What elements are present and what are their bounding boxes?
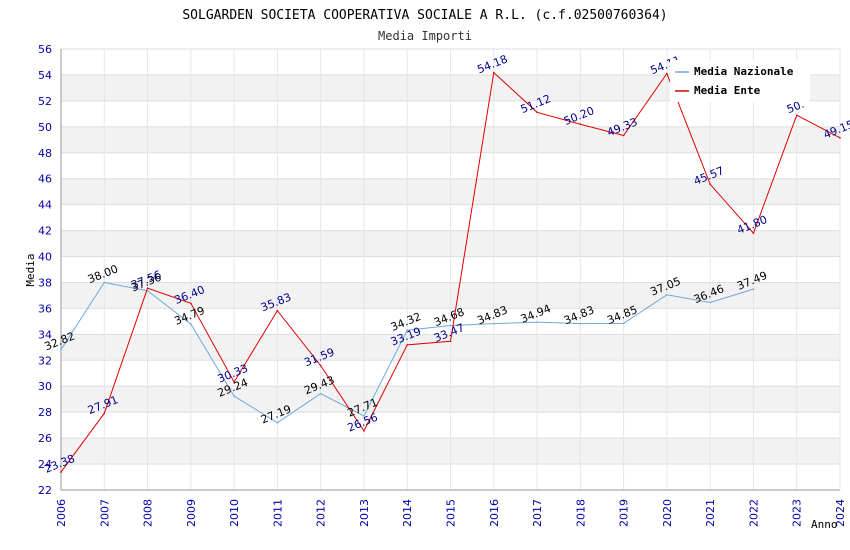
data-point-media-ente — [319, 364, 322, 367]
y-tick-label: 32 — [38, 354, 52, 367]
data-point-media-ente — [103, 412, 106, 415]
y-tick-label: 38 — [38, 276, 52, 289]
data-point-media-ente — [233, 381, 235, 383]
y-tick-label: 28 — [38, 406, 52, 419]
legend-box — [670, 60, 810, 102]
data-point-media-nazionale — [406, 329, 409, 332]
x-tick-label: 2013 — [358, 499, 371, 527]
x-tick-label: 2007 — [98, 499, 111, 527]
y-tick-label: 48 — [38, 147, 52, 160]
x-tick-label: 2022 — [747, 499, 760, 527]
data-point-media-nazionale — [319, 392, 322, 395]
x-tick-label: 2006 — [55, 499, 68, 527]
x-tick-label: 2014 — [401, 499, 414, 527]
data-point-media-ente — [190, 302, 192, 305]
x-tick-label: 2016 — [488, 499, 501, 527]
data-point-media-ente — [839, 137, 841, 139]
data-point-media-nazionale — [103, 281, 106, 284]
x-tick-label: 2020 — [661, 499, 674, 527]
data-point-media-ente — [363, 430, 365, 432]
data-point-media-nazionale — [492, 322, 495, 325]
x-tick-label: 2012 — [315, 499, 328, 527]
data-point-media-ente — [492, 71, 495, 74]
y-tick-label: 52 — [38, 95, 52, 108]
x-tick-label: 2015 — [445, 499, 458, 527]
y-tick-label: 44 — [38, 199, 52, 212]
data-point-media-ente — [752, 232, 755, 234]
x-tick-label: 2009 — [185, 499, 198, 527]
y-tick-label: 42 — [38, 225, 52, 238]
series-lines — [60, 71, 841, 473]
data-label-media-ente: 50. — [785, 98, 806, 117]
y-tick-label: 46 — [38, 173, 52, 186]
data-point-media-ente — [449, 340, 452, 343]
data-point-media-nazionale — [752, 288, 755, 290]
data-point-media-nazionale — [60, 348, 62, 351]
x-tick-label: 2024 — [834, 499, 847, 527]
y-tick-label: 56 — [38, 43, 52, 56]
legend-label-media-ente: Media Ente — [694, 84, 761, 97]
x-tick-label: 2010 — [228, 499, 241, 527]
data-point-media-ente — [709, 183, 711, 186]
x-tick-label: 2018 — [574, 499, 587, 527]
chart-subtitle: Media Importi — [378, 29, 472, 43]
data-point-media-nazionale — [622, 322, 625, 325]
y-tick-label: 34 — [38, 328, 52, 341]
legend: Media Nazionale Media Ente — [670, 60, 810, 102]
data-point-media-nazionale — [579, 322, 582, 325]
y-tick-label: 24 — [38, 458, 52, 471]
x-tick-label: 2011 — [271, 499, 284, 527]
x-tick-label: 2021 — [704, 499, 717, 527]
y-tick-label: 26 — [38, 432, 52, 445]
data-point-media-ente — [666, 72, 668, 75]
chart-title: SOLGARDEN SOCIETA COOPERATIVA SOCIALE A … — [182, 8, 667, 23]
data-point-media-nazionale — [233, 395, 235, 397]
data-point-media-nazionale — [709, 301, 711, 304]
y-tick-label: 30 — [38, 380, 52, 393]
data-point-media-nazionale — [666, 293, 668, 296]
data-point-media-nazionale — [190, 323, 192, 325]
data-point-media-ente — [795, 114, 798, 116]
data-point-media-nazionale — [363, 415, 365, 417]
x-tick-label: 2019 — [618, 499, 631, 527]
x-tick-label: 2008 — [142, 499, 155, 527]
y-tick-label: 36 — [38, 302, 52, 315]
data-point-media-ente — [406, 344, 409, 346]
y-tick-label: 50 — [38, 121, 52, 134]
data-point-media-nazionale — [276, 421, 279, 424]
x-tick-labels: 2006 2007 2008 2009 2010 2011 2012 2013 2014 2015… — [55, 499, 847, 527]
data-point-media-nazionale — [536, 321, 538, 323]
grid-lines — [60, 48, 841, 491]
data-point-media-ente — [276, 309, 279, 312]
x-tick-label: 2023 — [791, 499, 804, 527]
y-axis-label: Media — [24, 253, 37, 286]
data-point-media-nazionale — [449, 324, 452, 327]
y-tick-label: 40 — [38, 251, 52, 264]
y-tick-labels: 22 24 26 28 30 32 34 36 38 40 42 44 46 48 50 52 54 56 — [38, 43, 52, 497]
data-point-media-ente — [622, 134, 625, 137]
x-axis-label: Anno — [811, 518, 838, 531]
y-tick-label: 54 — [38, 69, 52, 82]
data-point-media-ente — [146, 287, 149, 289]
data-point-media-ente — [579, 123, 582, 126]
data-point-media-ente — [60, 471, 62, 473]
legend-label-media-nazionale: Media Nazionale — [694, 65, 794, 78]
y-tick-label: 22 — [38, 484, 52, 497]
data-point-media-ente — [536, 111, 538, 114]
x-tick-label: 2017 — [531, 499, 544, 527]
